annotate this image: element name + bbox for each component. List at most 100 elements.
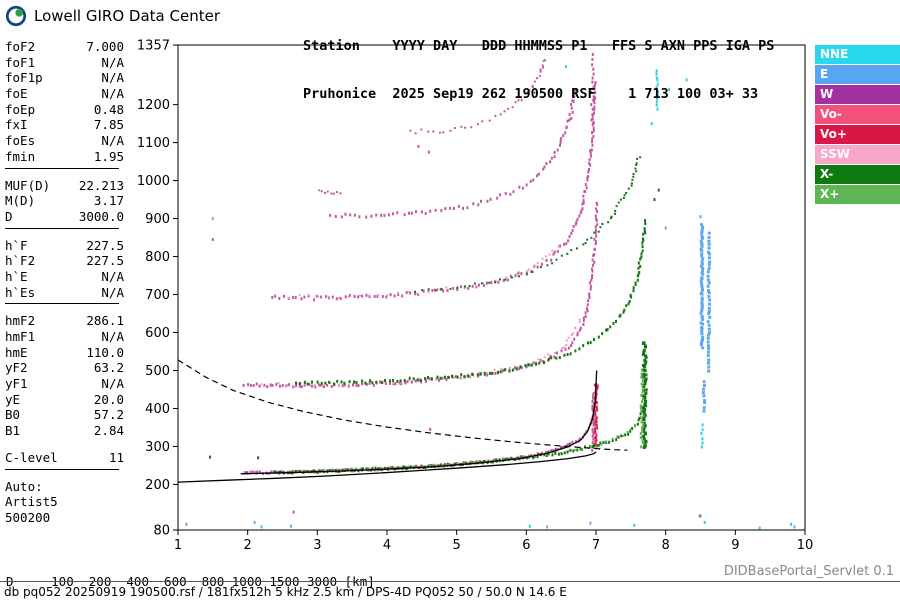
param-label: h`E [5,268,28,284]
param-value: 110.0 [86,344,124,360]
param-value: N/A [101,329,124,344]
legend-item-e: E [815,65,900,84]
x-tick-label: 4 [383,538,391,553]
y-tick-label: 900 [145,212,170,227]
x-tick-label: 3 [313,538,321,553]
panel-gap [5,439,124,450]
param-label: hmF2 [5,313,36,329]
series-spread-E-col3 [701,380,707,413]
x-tick-label: 6 [522,538,530,553]
servlet-version: DIDBasePortal_Servlet 0.1 [723,564,894,579]
series-spread-E-col2 [706,231,712,373]
y-tick-label: 200 [145,478,170,493]
legend-item-x: X- [815,165,900,184]
y-tick-label: 300 [145,440,170,455]
param-row: foF2 7.000 [5,39,124,55]
y-tick-label: 1357 [137,39,170,54]
y-tick-label: 400 [145,402,170,417]
param-row: foF1p N/A [5,70,124,86]
param-label: B0 [5,407,21,423]
y-tick-label: 1200 [137,98,170,113]
param-label: yF2 [5,360,28,376]
param-row: B1 2.84 [5,423,124,439]
series-dots-NNE [260,65,761,530]
param-row: M(D) 3.17 [5,193,124,209]
param-row: hmF1 N/A [5,329,124,345]
param-row: foEp 0.48 [5,102,124,118]
param-row: h`Es N/A [5,285,124,301]
y-tick-label: 700 [145,288,170,303]
param-label: foF1 [5,54,36,70]
series-hop1-X-tip [641,341,648,449]
station-header-values: Pruhonice 2025 Sep19 262 190500 RSF 1 71… [303,86,759,102]
legend-item-ssw: SSW [815,145,900,164]
legend-item-nne: NNE [815,45,900,64]
series-hop3-SSW [287,245,560,300]
param-row: C-level 11 [5,450,124,466]
param-row: foF1 N/A [5,55,124,71]
param-value: N/A [101,284,124,300]
auto-line: 500200 [5,509,51,525]
series-spread-NNE-top [655,69,659,111]
y-tick-label: 80 [153,524,170,539]
param-label: hmF1 [5,329,36,344]
series-spread-E-col1 [699,223,705,350]
y-tick-label: 500 [145,364,170,379]
param-label: hmE [5,344,28,360]
curve-profile [178,451,597,483]
model-curves [178,359,628,483]
param-row: foEs N/A [5,133,124,149]
series-hop3-O-top [590,53,595,126]
x-tick-label: 8 [662,538,670,553]
axis-ticks: 1 2 3 4 5 6 7 8 9 10 80 200 300 400 500 600 700 800 900 100… [137,39,813,554]
x-tick-label: 10 [797,538,814,553]
param-value: 227.5 [86,237,124,253]
param-label: yF1 [5,376,28,392]
param-label: D [5,208,13,224]
param-value: N/A [101,268,124,284]
data-source-line: db pq052 20250919 190500.rsf / 181fx512h… [4,585,567,599]
legend-item-w: W [815,85,900,104]
param-label: fxI [5,117,28,133]
curve-recomputed-trace [240,370,598,475]
param-label: B1 [5,423,21,439]
parameter-panel: foF2 7.000 foF1 N/A foF1p N/A foE N/A foEp 0.48 fx… [5,39,124,526]
series-hop1-X-tip2 [639,368,645,449]
station-header: Station YYYY DAY DDD HHMMSS P1 FFS S AXN… [303,6,774,134]
param-row: h`E N/A [5,269,124,285]
param-value: 22.213 [78,177,124,193]
param-label: h`Es [5,284,36,300]
panel-divider [5,227,119,229]
param-row: MUF(D) 22.213 [5,178,124,194]
series-hop5-O [409,59,547,135]
plot-frame [177,44,806,531]
series-hop2-SSW [260,318,581,388]
param-value: 227.5 [86,253,124,269]
param-label: h`F2 [5,253,36,269]
footer-divider [0,581,900,582]
param-row: fxI 7.85 [5,117,124,133]
param-row: foE N/A [5,86,124,102]
param-value: 1.95 [93,148,124,164]
param-row: h`F 227.5 [5,238,124,254]
param-row: hmF2 286.1 [5,313,124,329]
param-value: N/A [101,376,124,392]
y-tick-label: 1000 [137,174,170,189]
series-hop2-X [295,219,647,386]
param-value: 3000.0 [78,208,124,224]
param-row: yE 20.0 [5,392,124,408]
panel-divider [5,468,119,470]
param-value: 0.48 [93,101,124,117]
param-value: 20.0 [93,391,124,407]
param-row: h`F2 227.5 [5,253,124,269]
y-tick-label: 600 [145,326,170,341]
param-row: yF1 N/A [5,376,124,392]
param-value: 3.17 [93,193,124,209]
legend: NNE E W Vo- Vo+ SSW X- X+ [815,45,900,205]
legend-item-x: X+ [815,185,900,204]
param-label: foF1p [5,70,43,86]
param-value: N/A [101,70,124,86]
param-label: foEs [5,133,36,149]
